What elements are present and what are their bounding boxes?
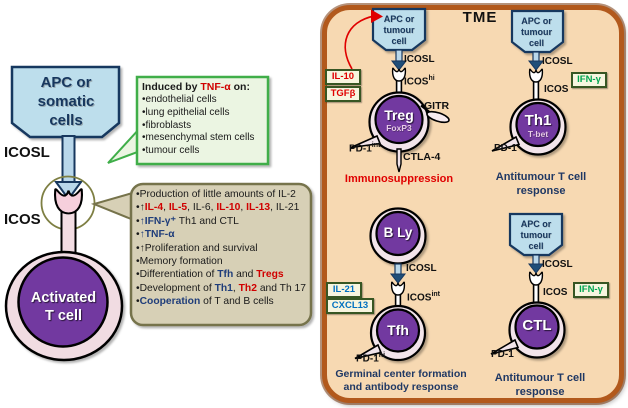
ctla4-label: CTLA-4 — [403, 151, 441, 163]
treg-icosl-label: ICOSL — [404, 54, 435, 65]
feedback-arrow-red — [344, 9, 383, 70]
tfh-caption: Germinal center formation and antibody re… — [335, 368, 467, 394]
icos-effects-text: •Production of little amounts of IL-2 •↑I… — [136, 189, 306, 307]
th1-icos-receptor — [528, 68, 544, 103]
b-lymphocyte-cell — [369, 207, 427, 265]
b-ly-cell-label: B Ly — [383, 225, 413, 240]
effects-callout-box — [90, 182, 313, 327]
ctl-icos-receptor — [528, 271, 544, 304]
ctl-icosl-label: ICOSL — [542, 259, 573, 270]
ctl-pd1-label: PD-1 — [491, 349, 514, 360]
treg-foxp3-label: FoxP3 — [386, 123, 412, 133]
treg-apc-label: APC or tumour cell — [383, 14, 415, 46]
tgfb-badge: TGFβ — [325, 86, 361, 102]
treg-icosl-arrow — [390, 49, 408, 71]
treg-pd1-receptor — [350, 134, 382, 149]
gitr-receptor — [420, 104, 450, 124]
icos-label-left: ICOS — [4, 211, 41, 228]
tfh-icosl-label: ICOSL — [406, 263, 437, 274]
th1-icosl-arrow — [527, 51, 545, 71]
th1-cell-label: Th1 — [524, 112, 552, 129]
th1-caption: Antitumour T cell response — [495, 171, 587, 197]
immunosuppression-caption: Immunosuppression — [344, 173, 454, 185]
tfh-cell — [369, 304, 427, 362]
treg-cell — [368, 91, 430, 153]
ifng-badge-ctl: IFN-γ — [573, 282, 609, 298]
th1-tbet-label: T-bet — [527, 129, 549, 139]
tnf-induction-callout-box — [107, 75, 270, 166]
tnf-induction-text: Induced by TNF-α on: •endothelial cells •… — [142, 81, 266, 158]
icosl-label-left: ICOSL — [4, 144, 50, 161]
apc-somatic-cells-label: APC or somatic cells — [37, 74, 95, 130]
treg-cell-label: Treg — [384, 107, 414, 123]
ctl-cell-label: CTL — [522, 317, 552, 334]
ifng-badge-th1: IFN-γ — [571, 72, 607, 88]
tfh-cell-label: Tfh — [387, 322, 409, 338]
treg-pd1-label: PD-1int — [349, 142, 381, 155]
th1-icosl-label: ICOSL — [542, 56, 573, 67]
activated-t-cell — [4, 250, 124, 362]
ctl-apc-label: APC or tumour cell — [520, 219, 552, 251]
ctl-apc-tumour-box — [508, 212, 564, 257]
th1-icos-label: ICOS — [544, 84, 569, 95]
th1-pd1-label: PD-1 — [494, 143, 517, 154]
tfh-icos-label: ICOSint — [407, 291, 441, 304]
tfh-pd1-label: PD-1hi — [356, 352, 386, 365]
il10-badge: IL-10 — [325, 69, 361, 85]
apc-somatic-cells-box — [10, 65, 121, 139]
tme-title: TME — [462, 9, 498, 26]
ctl-icos-label: ICOS — [543, 287, 568, 298]
tfh-icosl-arrow — [389, 263, 407, 284]
th1-apc-label: APC or tumour cell — [521, 16, 552, 48]
il21-badge: IL-21 — [326, 282, 362, 298]
cxcl13-badge: CXCL13 — [326, 298, 374, 314]
gitr-label: GITR — [424, 100, 450, 112]
th1-cell — [509, 98, 567, 156]
th1-apc-tumour-box — [510, 9, 565, 54]
tnf-induction-title: Induced by TNF-α on: — [142, 81, 250, 93]
tfh-pd1-receptor — [354, 343, 383, 360]
tfh-icos-receptor — [390, 281, 406, 308]
ctl-pd1-receptor — [490, 338, 520, 355]
ctl-icosl-arrow — [527, 254, 545, 274]
treg-apc-tumour-box — [371, 7, 427, 52]
tnf-induction-items: •endothelial cells •lung epithelial cells… — [142, 94, 255, 157]
ctl-caption: Antitumour T cell response — [494, 372, 586, 398]
icos-receptor-left — [53, 188, 84, 255]
activated-t-cell-label: Activated T cell — [30, 290, 97, 325]
icosl-arrow-left — [54, 135, 83, 201]
ctla4-receptor — [396, 148, 402, 173]
th1-pd1-receptor — [491, 135, 521, 152]
ctl-cell — [508, 301, 566, 359]
treg-icos-label: ICOShi — [404, 75, 435, 88]
